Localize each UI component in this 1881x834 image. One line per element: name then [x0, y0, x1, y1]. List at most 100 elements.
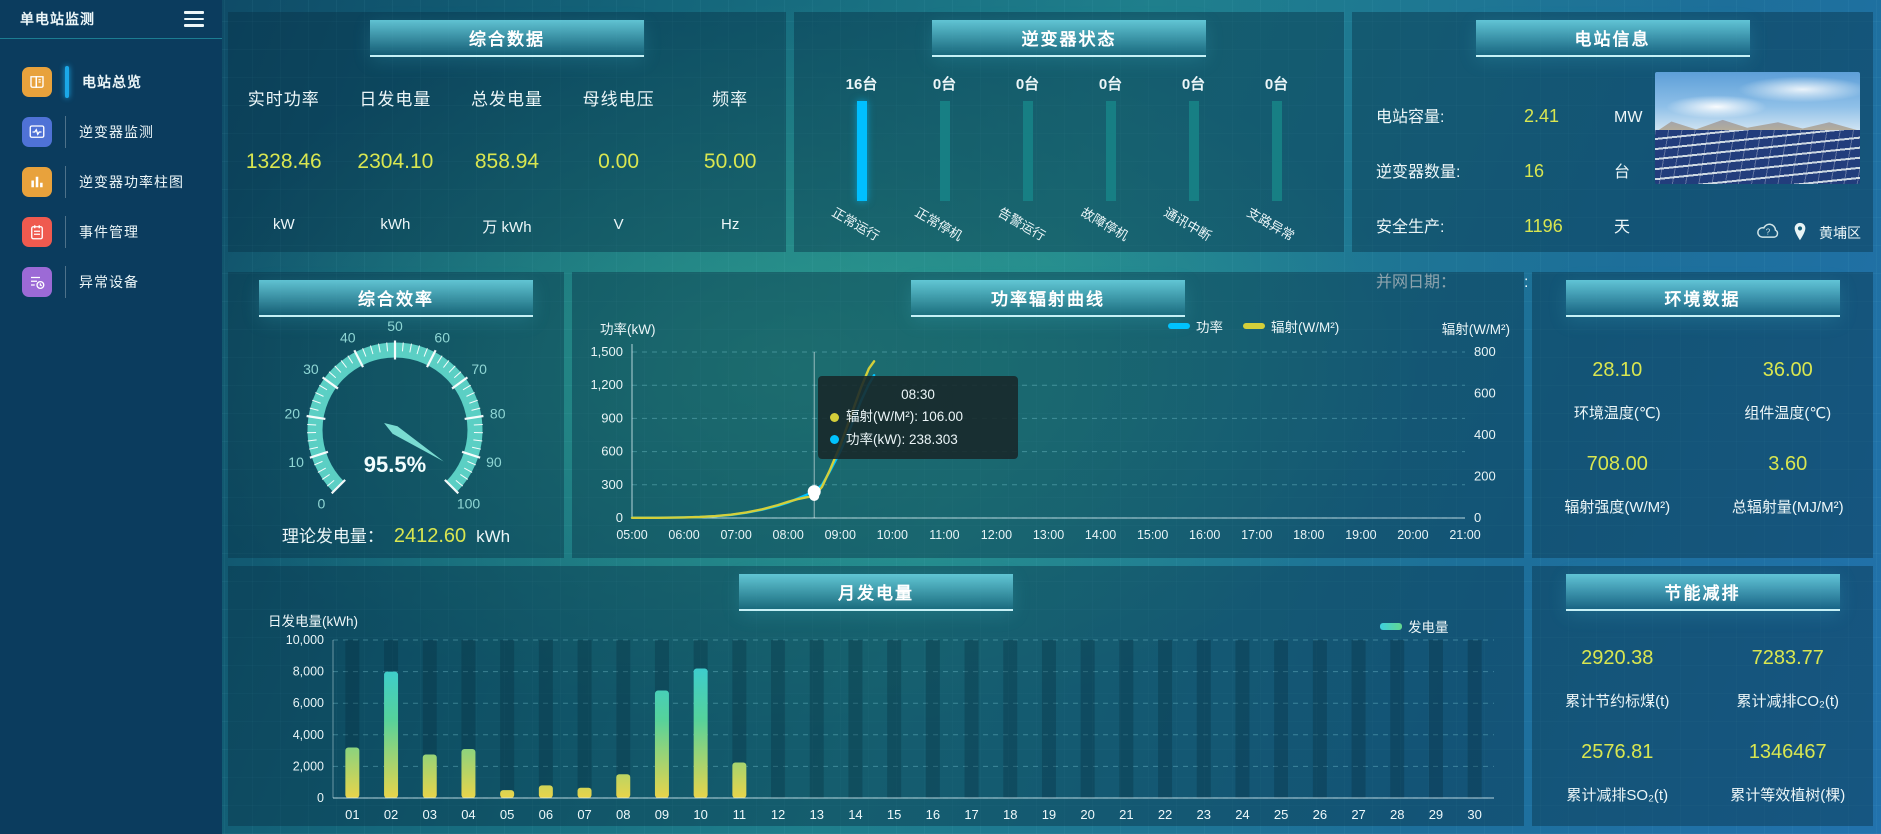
legend-item-power[interactable]: 功率	[1168, 316, 1223, 336]
station-photo	[1655, 72, 1860, 184]
location-pin-icon[interactable]	[1793, 222, 1807, 244]
svg-text:14:00: 14:00	[1085, 528, 1116, 542]
item-divider	[65, 116, 66, 148]
status-bar	[1271, 101, 1282, 201]
legend-label: 辐射(W/M²)	[1271, 320, 1340, 335]
metric-unit: 万 kWh	[482, 219, 532, 236]
svg-text:16: 16	[926, 807, 940, 822]
panel-overview-data: 综合数据 实时功率 1328.46 kW 日发电量 2304.10 kWh 总发…	[228, 12, 786, 252]
status-bar	[939, 101, 950, 201]
cell-label: 累计减排CO₂(t)	[1736, 693, 1839, 710]
row-label: 并网日期：	[1376, 274, 1457, 291]
panel-power-radiation-curve: 功率辐射曲线 功率(kW) 辐射(W/M²) 功率 辐射(W/M²) 1,500…	[572, 272, 1524, 558]
svg-text:800: 800	[1474, 344, 1496, 359]
cell-coal-saved: 2920.38 累计节约标煤(t)	[1532, 647, 1703, 711]
svg-text:18:00: 18:00	[1293, 528, 1324, 542]
svg-text:0: 0	[318, 496, 326, 512]
district-label: 黄埔区	[1819, 225, 1861, 241]
pulse-monitor-icon	[22, 117, 52, 147]
cell-value: 1346467	[1748, 741, 1827, 763]
svg-text:0: 0	[616, 510, 623, 525]
panel-title: 环境数据	[1565, 280, 1840, 317]
status-count: 0台	[1264, 76, 1289, 93]
status-normal-shutdown: 0台 正常停机	[910, 73, 980, 244]
svg-text:18: 18	[1003, 807, 1017, 822]
cell-irradiance: 708.00 辐射强度(W/M²)	[1532, 453, 1703, 517]
panel-title: 功率辐射曲线	[911, 280, 1185, 317]
metric-label: 实时功率	[247, 90, 320, 109]
svg-text:06: 06	[539, 807, 553, 822]
svg-text:400: 400	[1474, 427, 1496, 442]
inverter-status-bars: 16台 正常运行 0台 正常停机 0台 告警运行 0台 故障停机 0台 通讯中断…	[794, 73, 1344, 244]
legend-item-radiation[interactable]: 辐射(W/M²)	[1243, 316, 1339, 336]
svg-text:11:00: 11:00	[929, 528, 959, 542]
radiation-dot-icon	[830, 412, 839, 422]
row-safe-production-days: 安全生产: 1196 天	[1376, 213, 1873, 237]
panel-title: 逆变器状态	[932, 20, 1206, 57]
status-fault-shutdown: 0台 故障停机	[1076, 73, 1146, 244]
svg-text:0: 0	[1474, 510, 1481, 525]
svg-text:12: 12	[771, 807, 785, 822]
svg-text:10: 10	[693, 807, 707, 822]
panel-environment-data: 环境数据 28.10 环境温度(℃) 36.00 组件温度(℃) 708.00 …	[1532, 272, 1873, 558]
radiation-swatch	[1243, 323, 1265, 329]
svg-text:11: 11	[733, 807, 747, 822]
svg-text:10,000: 10,000	[286, 633, 324, 647]
panel-energy-saving: 节能减排 2920.38 累计节约标煤(t) 7283.77 累计减排CO₂(t…	[1532, 566, 1873, 826]
theoretical-energy-row: 理论发电量： 2412.60 kWh	[228, 522, 564, 548]
cell-ambient-temp: 28.10 环境温度(℃)	[1532, 359, 1703, 423]
svg-text:19:00: 19:00	[1345, 528, 1376, 542]
svg-text:90: 90	[486, 454, 502, 470]
right-axis-name: 辐射(W/M²)	[1441, 322, 1510, 337]
sidebar-item-inverter-power-bars[interactable]: 逆变器功率柱图	[22, 165, 222, 199]
svg-text:40: 40	[340, 329, 356, 345]
svg-text:29: 29	[1429, 807, 1443, 822]
environment-cells: 28.10 环境温度(℃) 36.00 组件温度(℃) 708.00 辐射强度(…	[1532, 359, 1873, 517]
weather-cloud-icon[interactable]: ?	[1755, 222, 1781, 244]
panel-title: 综合效率	[259, 280, 533, 317]
status-comm-lost: 0台 通讯中断	[1159, 73, 1229, 244]
tooltip-power-text: 功率(kW): 238.303	[846, 431, 958, 447]
cell-module-temp: 36.00 组件温度(℃)	[1703, 359, 1874, 423]
tooltip-power-row: 功率(kW): 238.303	[830, 429, 1006, 451]
svg-text:20: 20	[284, 406, 300, 422]
panel-station-info: 电站信息 电站容量: 2.41 MW 逆变器数量: 16 台 安全生产: 119…	[1352, 12, 1873, 291]
row-label: 逆变器数量:	[1376, 164, 1461, 181]
menu-toggle-icon[interactable]	[184, 11, 204, 27]
svg-text:07:00: 07:00	[720, 528, 751, 542]
panel-title: 综合数据	[370, 20, 644, 57]
cell-trees-equivalent: 1346467 累计等效植树(棵)	[1703, 741, 1874, 805]
footer-unit: kWh	[476, 527, 511, 546]
metric-unit: kW	[272, 216, 295, 233]
svg-text:900: 900	[601, 410, 623, 425]
svg-text:21:00: 21:00	[1449, 528, 1480, 542]
bar-chart-icon	[22, 167, 52, 197]
left-axis-name: 功率(kW)	[600, 322, 656, 337]
station-location: ? 黄埔区	[1755, 222, 1861, 244]
row-unit: 天	[1614, 219, 1631, 236]
svg-text:05: 05	[500, 807, 514, 822]
panel-title: 月发电量	[739, 574, 1013, 611]
svg-text:4,000: 4,000	[293, 728, 324, 742]
status-alarm-running: 0台 告警运行	[993, 73, 1063, 244]
monthly-axis-name: 日发电量(kWh)	[268, 614, 358, 629]
svg-text:30: 30	[1467, 807, 1481, 822]
panel-title: 节能减排	[1565, 574, 1840, 611]
sidebar-item-inverter-monitor[interactable]: 逆变器监测	[22, 115, 222, 149]
row-value: 2.41	[1524, 106, 1560, 126]
footer-value: 2412.60	[393, 525, 467, 547]
efficiency-gauge-chart: 0 10 20 30 40 50 60 70 80 90 100 95.5%	[284, 318, 505, 512]
legend-item-generation[interactable]: 发电量	[1380, 616, 1449, 636]
svg-text:07: 07	[577, 807, 591, 822]
metric-frequency: 频率 50.00 Hz	[674, 85, 786, 237]
sidebar-item-label: 逆变器功率柱图	[79, 174, 184, 190]
status-branch-abnormal: 0台 支路异常	[1242, 73, 1312, 244]
saving-cells: 2920.38 累计节约标煤(t) 7283.77 累计减排CO₂(t) 257…	[1532, 647, 1873, 805]
svg-text:15:00: 15:00	[1137, 528, 1168, 542]
sidebar-item-abnormal-devices[interactable]: 异常设备	[22, 265, 222, 299]
panel-inverter-status: 逆变器状态 16台 正常运行 0台 正常停机 0台 告警运行 0台 故障停机 0…	[794, 12, 1344, 252]
device-clock-icon	[22, 267, 52, 297]
sidebar-item-event-management[interactable]: 事件管理	[22, 215, 222, 249]
sidebar-item-station-overview[interactable]: 电站总览	[22, 65, 222, 99]
cell-label: 累计节约标煤(t)	[1565, 693, 1670, 710]
